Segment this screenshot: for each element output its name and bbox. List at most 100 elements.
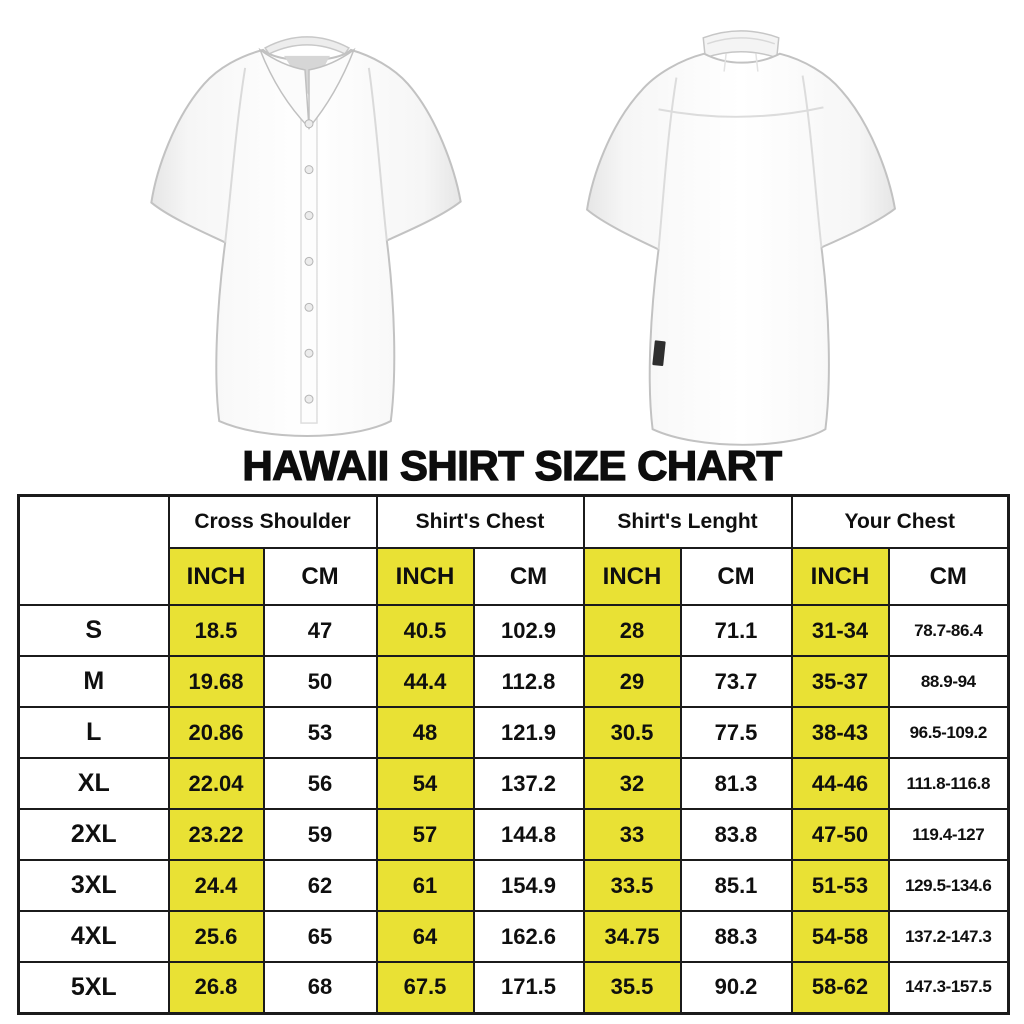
unit-header-cm: CM [887, 547, 1010, 606]
table-cell: 32 [582, 757, 682, 810]
table-cell: 56 [262, 757, 378, 810]
table-cell: 96.5-109.2 [887, 706, 1010, 759]
table-cell: 20.86 [167, 706, 265, 759]
table-cell: 50 [262, 655, 378, 708]
unit-header-cm: CM [262, 547, 378, 606]
table-cell: 62 [262, 859, 378, 912]
table-cell: 33 [582, 808, 682, 861]
table-cell: 144.8 [472, 808, 585, 861]
shirt-back-illustration [585, 30, 897, 446]
corner-cell [17, 494, 170, 606]
table-cell: 57 [375, 808, 475, 861]
size-table: Cross Shoulder Shirt's Chest Shirt's Len… [17, 494, 1011, 1015]
col-group-shirts-chest: Shirt's Chest [375, 494, 585, 549]
table-row: 5XL 26.8 68 67.5 171.5 35.5 90.2 58-62 1… [17, 961, 1010, 1014]
table-cell: 137.2 [472, 757, 585, 810]
unit-header-cm: CM [679, 547, 793, 606]
table-cell: 53 [262, 706, 378, 759]
table-cell: 44-46 [790, 757, 890, 810]
table-cell: 137.2-147.3 [887, 910, 1010, 963]
table-cell: 18.5 [167, 604, 265, 657]
table-cell: 78.7-86.4 [887, 604, 1010, 657]
table-cell: 65 [262, 910, 378, 963]
size-row-label: 2XL [17, 808, 170, 861]
table-cell: 119.4-127 [887, 808, 1010, 861]
table-cell: 77.5 [679, 706, 793, 759]
shirt-front-image [106, 4, 508, 448]
table-cell: 111.8-116.8 [887, 757, 1010, 810]
size-row-label: S [17, 604, 170, 657]
table-cell: 90.2 [679, 961, 793, 1014]
table-cell: 67.5 [375, 961, 475, 1014]
table-cell: 47 [262, 604, 378, 657]
table-cell: 102.9 [472, 604, 585, 657]
table-cell: 33.5 [582, 859, 682, 912]
table-cell: 54-58 [790, 910, 890, 963]
table-cell: 19.68 [167, 655, 265, 708]
table-cell: 64 [375, 910, 475, 963]
size-row-label: M [17, 655, 170, 708]
table-cell: 85.1 [679, 859, 793, 912]
table-cell: 88.3 [679, 910, 793, 963]
table-cell: 30.5 [582, 706, 682, 759]
table-cell: 81.3 [679, 757, 793, 810]
table-cell: 51-53 [790, 859, 890, 912]
size-row-label: L [17, 706, 170, 759]
table-row: 3XL 24.4 62 61 154.9 33.5 85.1 51-53 129… [17, 859, 1010, 912]
unit-header-inch: INCH [375, 547, 475, 606]
table-cell: 29 [582, 655, 682, 708]
table-cell: 35-37 [790, 655, 890, 708]
table-cell: 28 [582, 604, 682, 657]
table-cell: 59 [262, 808, 378, 861]
page-title: HAWAII SHIRT SIZE CHART [242, 441, 783, 489]
unit-header-inch: INCH [790, 547, 890, 606]
table-cell: 26.8 [167, 961, 265, 1014]
size-row-label: XL [17, 757, 170, 810]
table-cell: 35.5 [582, 961, 682, 1014]
table-cell: 23.22 [167, 808, 265, 861]
table-cell: 154.9 [472, 859, 585, 912]
table-cell: 129.5-134.6 [887, 859, 1010, 912]
table-row: S 18.5 47 40.5 102.9 28 71.1 31-34 78.7-… [17, 604, 1010, 657]
unit-header-inch: INCH [582, 547, 682, 606]
table-cell: 34.75 [582, 910, 682, 963]
size-row-label: 4XL [17, 910, 170, 963]
size-row-label: 5XL [17, 961, 170, 1014]
table-cell: 54 [375, 757, 475, 810]
table-row: L 20.86 53 48 121.9 30.5 77.5 38-43 96.5… [17, 706, 1010, 759]
table-row: M 19.68 50 44.4 112.8 29 73.7 35-37 88.9… [17, 655, 1010, 708]
table-cell: 24.4 [167, 859, 265, 912]
table-cell: 61 [375, 859, 475, 912]
table-cell: 40.5 [375, 604, 475, 657]
table-cell: 147.3-157.5 [887, 961, 1010, 1014]
table-row: XL 22.04 56 54 137.2 32 81.3 44-46 111.8… [17, 757, 1010, 810]
table-cell: 71.1 [679, 604, 793, 657]
table-cell: 38-43 [790, 706, 890, 759]
table-cell: 83.8 [679, 808, 793, 861]
table-cell: 162.6 [472, 910, 585, 963]
shirt-back-image [528, 12, 954, 454]
unit-header-cm: CM [472, 547, 585, 606]
table-cell: 88.9-94 [887, 655, 1010, 708]
table-row: 4XL 25.6 65 64 162.6 34.75 88.3 54-58 13… [17, 910, 1010, 963]
table-cell: 58-62 [790, 961, 890, 1014]
table-cell: 171.5 [472, 961, 585, 1014]
unit-header-inch: INCH [167, 547, 265, 606]
size-row-label: 3XL [17, 859, 170, 912]
table-cell: 44.4 [375, 655, 475, 708]
table-cell: 47-50 [790, 808, 890, 861]
table-cell: 121.9 [472, 706, 585, 759]
table-cell: 25.6 [167, 910, 265, 963]
col-group-your-chest: Your Chest [790, 494, 1010, 549]
table-cell: 73.7 [679, 655, 793, 708]
table-cell: 112.8 [472, 655, 585, 708]
table-cell: 48 [375, 706, 475, 759]
table-cell: 22.04 [167, 757, 265, 810]
col-group-cross-shoulder: Cross Shoulder [167, 494, 378, 549]
table-cell: 31-34 [790, 604, 890, 657]
table-cell: 68 [262, 961, 378, 1014]
table-row: 2XL 23.22 59 57 144.8 33 83.8 47-50 119.… [17, 808, 1010, 861]
col-group-shirts-lenght: Shirt's Lenght [582, 494, 793, 549]
shirt-front-illustration [150, 36, 462, 438]
